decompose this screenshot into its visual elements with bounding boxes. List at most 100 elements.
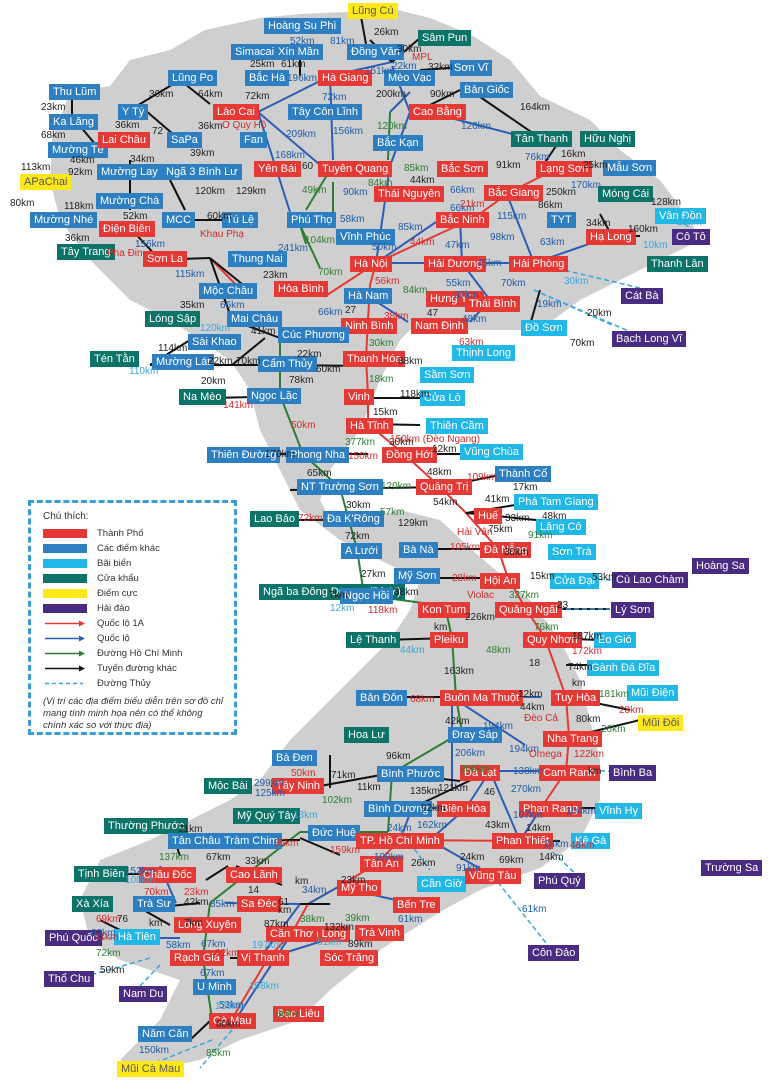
distance-label: 48km [486,645,511,656]
pass-label: 150km (Đèo Ngang) [390,434,481,445]
distance-label: 48km [570,840,595,851]
place-label: Phú Thọ [287,212,337,228]
distance-label: 71km [331,770,356,781]
legend-item: Quốc lộ 1A [43,616,226,630]
distance-label: 98km [490,232,515,243]
road-segment [299,224,321,269]
distance-label: 138km [513,766,544,777]
pass-label: Đèo Cả [524,713,558,724]
distance-label: 61km [317,937,342,948]
place-label: Trường Sa [701,860,763,876]
distance-label: 63km [459,337,484,348]
distance-label: 46 [484,787,496,798]
place-label: TP. Hồ Chí Minh [356,833,444,849]
place-label: Ka Lăng [49,114,98,130]
place-label: Tịnh Biên [74,866,129,882]
distance-label: 80km [10,198,35,209]
place-label: Đà Nẵng [480,542,532,558]
legend-arrow [45,620,85,626]
distance-label: 41km [485,494,510,505]
place-label: Vũng Tàu [465,868,521,884]
legend-item: Thành Phố [43,526,226,540]
distance-label: 120km [215,1001,246,1012]
distance-label: 49km [302,185,327,196]
legend-item-label: Hải đảo [97,602,130,614]
place-label: Sơn La [143,251,187,267]
place-label: Tuyên Quang [318,161,393,177]
place-label: Buôn Ma Thuột [440,690,524,706]
distance-label: 226km [465,612,496,623]
distance-label: 377km [345,437,376,448]
place-label: Lệ Thanh [346,632,401,648]
legend-item-label: Đường Thủy [97,677,151,689]
distance-label: 24km [460,852,485,863]
place-label: Sơn Trà [548,544,596,560]
distance-label: 26km [374,27,399,38]
distance-label: 92km [68,167,93,178]
distance-label: 163km [444,666,475,677]
distance-label: 53km [592,572,617,583]
distance-label: 68km [41,130,66,141]
distance-label: 86km [538,200,563,211]
place-label: NT Trường Sơn [297,479,383,495]
place-label: Tân Thanh [511,131,573,147]
distance-label: 84km [368,178,393,189]
place-label: Lai Châu [98,132,151,148]
distance-label: 72km [96,948,121,959]
place-label: Cửa Lò [420,390,465,406]
place-label: Huế [474,508,503,524]
distance-label: 60km [316,364,341,375]
distance-label: 67km [206,852,231,863]
place-label: Nha Trang [543,731,603,747]
distance-label: 120km [195,186,226,197]
pass-label: Khau Phạ [200,229,244,240]
distance-label: 30km [346,500,371,511]
place-label: MCC [162,212,196,228]
distance-label: 126km [461,121,492,132]
road-segment [231,957,269,1020]
distance-label: 67km [200,968,225,979]
legend-item: Đường Thủy [43,676,226,690]
distance-label: 96km [386,751,411,762]
place-label: Thiên Đường [207,447,281,463]
distance-label: 44km [520,702,545,713]
legend-item: Quốc lộ [43,631,226,645]
distance-label: 55km [446,278,471,289]
distance-label: 151km [365,66,396,77]
distance-label: 39km [190,148,215,159]
distance-label: 113km [21,162,51,173]
distance-label: 7km [184,918,203,929]
distance-label: 72 [152,126,164,137]
place-label: Hạ Long [586,229,636,245]
distance-label: 38km [394,587,419,598]
place-label: Lũng Po [168,70,217,86]
road-segment [149,1039,213,1066]
distance-label: 62km [215,948,240,959]
place-label: Cẩm Thủy [258,356,317,372]
distance-label: 118km [368,605,398,616]
place-label: Sơn Vĩ [450,60,493,76]
place-label: Thung Nai [228,251,287,267]
place-label: Đồng Văn [347,44,404,60]
place-label: Hà Tiên [114,929,160,945]
distance-label: 23km [41,102,66,113]
distance-label: 104km [566,806,597,817]
distance-label: km [434,622,448,633]
legend-dashed-line [45,682,83,684]
distance-label: 66km [220,300,245,311]
distance-label: 7km [329,590,348,601]
place-label: Ninh Bình [341,318,398,334]
distance-label: 91km [456,863,481,874]
road-segment [375,165,391,264]
place-label: Yên Bái [254,161,301,177]
distance-label: 48km [542,511,567,522]
distance-label: 30km [397,44,422,55]
distance-label: 60km [207,211,232,222]
distance-label: 241km [278,243,309,254]
distance-label: 34km [586,218,611,229]
place-label: Tây Ninh [272,778,325,794]
distance-label: 63km [540,237,565,248]
place-label: Quảng Trị [416,479,473,495]
place-label: Phong Nha [286,447,350,463]
road-segment [307,886,339,905]
